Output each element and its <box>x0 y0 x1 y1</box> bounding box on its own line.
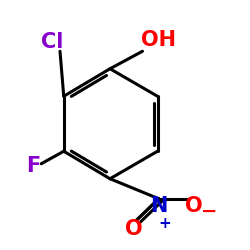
Text: +: + <box>159 216 172 231</box>
Text: O: O <box>185 196 202 216</box>
Text: N: N <box>150 196 168 216</box>
Text: OH: OH <box>141 30 176 50</box>
Text: O: O <box>125 219 142 239</box>
Text: Cl: Cl <box>41 32 64 52</box>
Text: −: − <box>200 202 217 221</box>
Text: F: F <box>26 156 41 176</box>
